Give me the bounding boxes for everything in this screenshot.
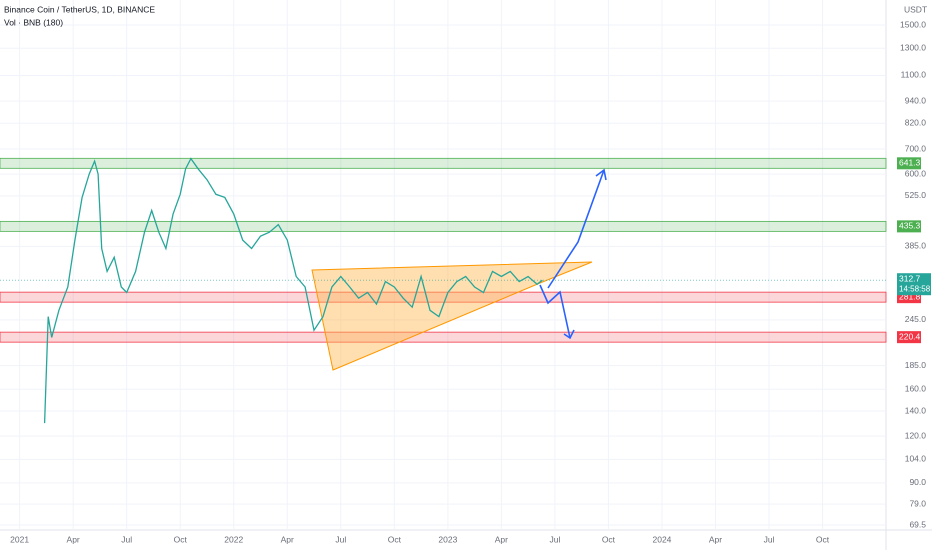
x-tick-label: Apr (67, 534, 80, 544)
level-label-box (897, 157, 921, 170)
currency: USDT (904, 4, 927, 14)
y-tick-label: 1500.0 (900, 19, 926, 29)
y-tick-label: 160.0 (905, 384, 927, 394)
last-price-box (897, 273, 931, 296)
series (0, 157, 886, 424)
zones (0, 157, 887, 343)
level-label-box (897, 220, 921, 233)
down-arrowhead (563, 329, 575, 340)
level-label: 220.4 (899, 331, 921, 341)
level-zone (0, 220, 887, 232)
volume-title: Vol · BNB (180) (4, 17, 63, 27)
x-tick-label: Oct (174, 534, 188, 544)
x-tick-label: 2024 (653, 534, 672, 544)
x-tick-label: Oct (816, 534, 830, 544)
chart-title: Binance Coin / TetherUS, 1D, BINANCE (4, 4, 155, 14)
y-tick-label: 140.0 (905, 405, 927, 415)
up-arrow (547, 169, 605, 289)
down-arrow (539, 284, 571, 339)
price-line (43, 157, 543, 424)
y-tick-label: 185.0 (905, 360, 927, 370)
grid (0, 0, 886, 530)
y-tick-label: 245.0 (905, 314, 927, 324)
y-tick-label: 90.0 (909, 477, 926, 487)
level-zone (0, 331, 887, 343)
countdown-label: 14:58:58 (899, 284, 931, 293)
y-tick-label: 600.0 (905, 168, 927, 178)
up-arrowhead (595, 168, 607, 181)
level-zone (0, 157, 887, 169)
x-tick-label: Jul (549, 534, 560, 544)
x-tick-label: Jul (121, 534, 132, 544)
labels: 1500.0 1300.0 1100.0 940.0 820.0 700.0 600.0 52… (10, 19, 931, 544)
x-tick-label: Jul (764, 534, 775, 544)
level-label: 641.3 (899, 158, 921, 168)
y-tick-label: 700.0 (905, 143, 927, 153)
y-tick-label: 79.0 (909, 498, 926, 508)
x-tick-label: 2023 (438, 534, 457, 544)
y-tick-label: 820.0 (905, 118, 927, 128)
x-tick-label: Jul (335, 534, 346, 544)
level-zone (0, 291, 887, 303)
y-tick-label: 525.0 (905, 190, 927, 200)
level-label: 281.8 (899, 291, 921, 301)
x-tick-label: Apr (281, 534, 294, 544)
y-tick-label: 1300.0 (900, 43, 926, 53)
level-label-box (897, 331, 921, 344)
y-tick-label: 69.5 (909, 519, 926, 529)
x-tick-label: 2022 (224, 534, 243, 544)
y-tick-label: 120.0 (905, 430, 927, 440)
y-tick-label: 385.0 (905, 241, 927, 251)
y-tick-label: 940.0 (905, 95, 927, 105)
last-price-label: 312.7 (899, 273, 921, 283)
x-tick-label: Apr (495, 534, 508, 544)
x-tick-label: Apr (709, 534, 722, 544)
x-tick-label: 2021 (10, 534, 29, 544)
y-tick-label: 1100.0 (901, 70, 927, 80)
level-label: 435.3 (899, 221, 921, 231)
x-tick-label: Oct (388, 534, 402, 544)
x-tick-label: Oct (602, 534, 616, 544)
y-tick-label: 104.0 (905, 454, 927, 464)
